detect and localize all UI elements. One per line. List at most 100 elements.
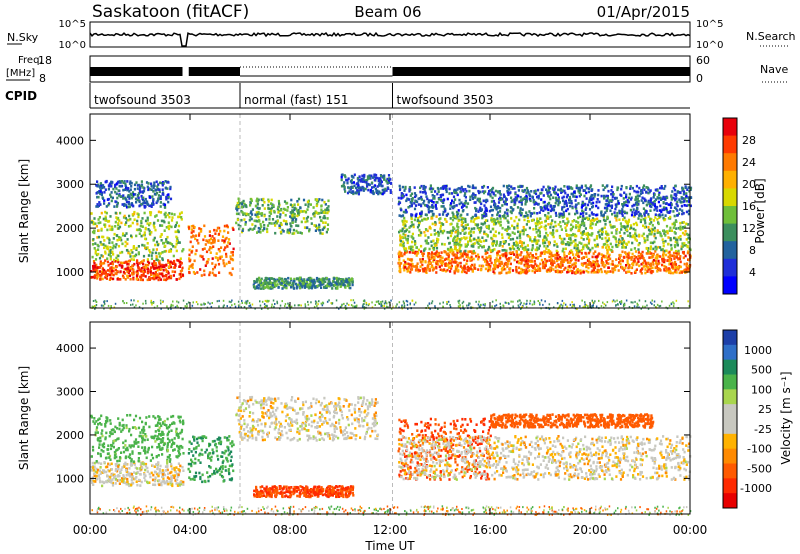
heatmap-cell <box>213 240 216 244</box>
heatmap-cell <box>336 280 339 283</box>
heatmap-cell <box>92 222 95 226</box>
heatmap-cell <box>132 271 135 274</box>
heatmap-cell <box>585 206 588 210</box>
heatmap-cell <box>109 262 112 265</box>
heatmap-cell <box>672 210 675 213</box>
heatmap-cell <box>169 187 172 191</box>
heatmap-cell <box>471 270 474 273</box>
heatmap-cell <box>680 197 683 200</box>
heatmap-cell <box>662 195 665 199</box>
heatmap-cell <box>251 223 254 226</box>
heatmap-cell <box>95 263 98 267</box>
heatmap-cell <box>606 232 609 236</box>
heatmap-cell <box>419 234 422 237</box>
heatmap-cell <box>103 199 106 202</box>
heatmap-cell <box>518 200 521 204</box>
heatmap-cell <box>537 229 540 232</box>
heatmap-cell <box>397 196 400 200</box>
heatmap-cell <box>291 214 294 217</box>
heatmap-cell <box>181 266 184 270</box>
heatmap-cell <box>435 250 438 253</box>
heatmap-cell <box>533 239 536 243</box>
heatmap-cell <box>256 280 259 283</box>
heatmap-cell <box>132 193 135 196</box>
heatmap-cell <box>97 248 100 251</box>
heatmap-cell <box>97 191 100 194</box>
heatmap-cell <box>226 245 229 248</box>
heatmap-cell <box>144 246 147 250</box>
heatmap-cell <box>444 208 447 211</box>
heatmap-cell <box>136 222 139 226</box>
heatmap-cell <box>254 219 257 223</box>
heatmap-cell <box>400 197 403 200</box>
heatmap-cell <box>268 277 271 281</box>
heatmap-cell <box>458 240 461 244</box>
heatmap-cell <box>135 200 138 204</box>
heatmap-cell <box>468 231 471 234</box>
heatmap-cell <box>357 190 361 194</box>
heatmap-cell <box>660 198 663 201</box>
heatmap-cell <box>96 266 99 270</box>
heatmap-cell <box>315 276 319 280</box>
heatmap-cell <box>131 191 135 194</box>
heatmap-cell <box>106 260 109 264</box>
heatmap-cell <box>127 263 130 266</box>
heatmap-cell <box>679 225 682 229</box>
heatmap-cell <box>686 262 689 265</box>
nsky-panel <box>89 21 691 48</box>
heatmap-cell <box>683 268 686 272</box>
heatmap-cell <box>585 232 588 236</box>
heatmap-cell <box>170 212 173 216</box>
heatmap-cell <box>414 195 417 199</box>
heatmap-cell <box>574 271 578 274</box>
heatmap-cell <box>146 260 150 263</box>
heatmap-cell <box>217 232 221 236</box>
heatmap-cell <box>299 282 303 286</box>
heatmap-cell <box>144 219 148 223</box>
heatmap-cell <box>476 241 479 244</box>
heatmap-cell <box>641 267 644 270</box>
heatmap-cell <box>483 222 486 225</box>
heatmap-cell <box>538 222 541 225</box>
heatmap-cell <box>502 264 505 268</box>
heatmap-cell <box>641 250 644 254</box>
heatmap-cell <box>401 240 404 244</box>
heatmap-cell <box>661 197 664 200</box>
heatmap-cell <box>605 271 608 275</box>
heatmap-cell <box>538 232 541 235</box>
heatmap-cell <box>580 242 583 245</box>
heatmap-cell <box>99 262 102 266</box>
heatmap-cell <box>445 252 448 256</box>
heatmap-cell <box>658 267 661 271</box>
heatmap-cell <box>530 259 533 262</box>
heatmap-cell <box>252 283 255 287</box>
heatmap-cell <box>643 264 646 268</box>
heatmap-cell <box>190 231 193 234</box>
heatmap-cell <box>444 269 448 273</box>
heatmap-cell <box>96 180 99 183</box>
heatmap-cell <box>587 235 590 239</box>
heatmap-cell <box>633 213 636 217</box>
heatmap-cell <box>493 239 496 243</box>
heatmap-cell <box>681 221 684 224</box>
heatmap-cell <box>499 220 502 224</box>
heatmap-cell <box>324 285 327 288</box>
heatmap-cell <box>631 211 634 214</box>
heatmap-cell <box>220 246 223 249</box>
heatmap-cell <box>437 190 440 193</box>
heatmap-cell <box>596 198 599 201</box>
heatmap-cell <box>433 256 436 260</box>
heatmap-cell <box>428 269 431 272</box>
heatmap-cell <box>595 213 598 217</box>
heatmap-cell <box>139 186 142 189</box>
heatmap-cell <box>635 190 638 194</box>
heatmap-cell <box>491 242 494 246</box>
heatmap-cell <box>666 231 669 235</box>
heatmap-cell <box>270 209 273 213</box>
heatmap-cell <box>300 284 303 287</box>
heatmap-cell <box>543 250 546 253</box>
heatmap-cell <box>431 252 434 256</box>
heatmap-cell <box>435 271 438 274</box>
heatmap-cell <box>561 264 564 267</box>
heatmap-cell <box>153 273 157 276</box>
